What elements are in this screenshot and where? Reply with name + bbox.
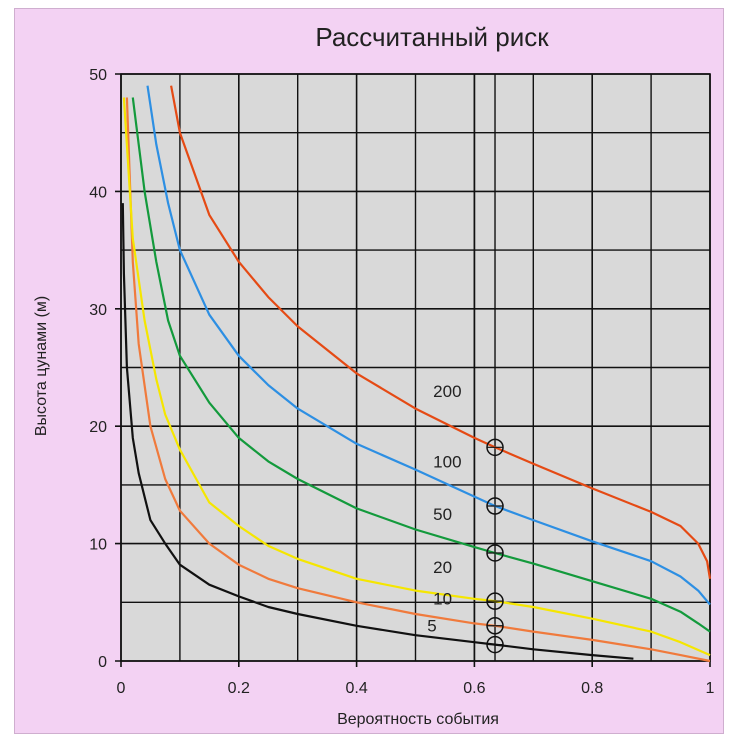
curve-label-10: 10 xyxy=(433,590,452,609)
y-tick-label: 30 xyxy=(89,302,107,319)
curve-label-200: 200 xyxy=(433,382,461,401)
plot-border xyxy=(120,73,711,662)
x-tick-label: 0.4 xyxy=(345,680,367,697)
x-tick-label: 0.6 xyxy=(463,680,485,697)
y-tick-label: 50 xyxy=(89,67,107,84)
y-tick-label: 40 xyxy=(89,184,107,201)
y-axis-label: Высота цунами (м) xyxy=(33,296,50,436)
y-tick-label: 10 xyxy=(89,537,107,554)
curve-label-100: 100 xyxy=(433,452,461,471)
x-tick-label: 1 xyxy=(706,680,715,697)
series-line-50 xyxy=(131,97,711,633)
chart-title: Рассчитанный риск xyxy=(315,22,549,52)
series-line-200 xyxy=(170,85,712,579)
curve-label-50: 50 xyxy=(433,505,452,524)
series-line-20 xyxy=(122,97,711,657)
curve-label-20: 20 xyxy=(433,558,452,577)
curve-label-5: 5 xyxy=(427,617,436,636)
y-tick-label: 20 xyxy=(89,419,107,436)
series-line-10 xyxy=(125,97,711,663)
x-tick-label: 0.2 xyxy=(228,680,250,697)
x-axis-label: Вероятность события xyxy=(337,711,499,728)
x-tick-label: 0.8 xyxy=(581,680,603,697)
y-tick-label: 0 xyxy=(98,654,107,671)
series-line-100 xyxy=(146,85,711,606)
x-tick-label: 0 xyxy=(117,680,126,697)
